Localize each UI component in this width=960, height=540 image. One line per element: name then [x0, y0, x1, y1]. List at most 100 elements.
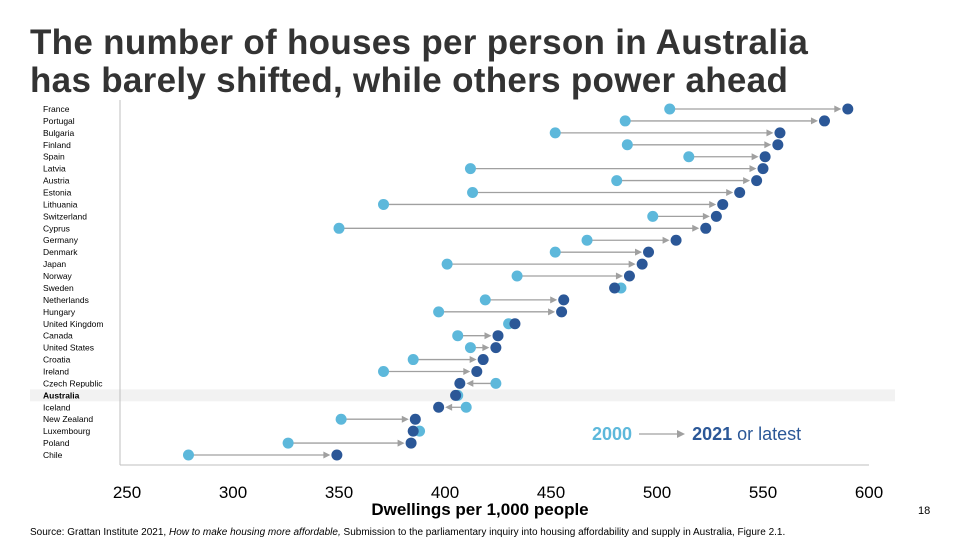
- dot-2000: [490, 377, 502, 389]
- legend: 2000 2021 or latest: [592, 424, 801, 445]
- dot-2000: [467, 187, 479, 199]
- category-label: United Kingdom: [43, 319, 103, 329]
- dot-2021: [757, 163, 769, 175]
- x-tick-label: 500: [643, 483, 671, 502]
- category-label: Portugal: [43, 116, 75, 126]
- arrow-head: [749, 165, 757, 173]
- arrow-head: [628, 260, 636, 268]
- category-label: Cyprus: [43, 223, 70, 233]
- x-tick-label: 600: [855, 483, 883, 502]
- arrow-head: [615, 272, 623, 280]
- category-label: Bulgaria: [43, 128, 74, 138]
- dot-2000: [378, 198, 390, 210]
- source-title: How to make housing more affordable,: [168, 527, 341, 538]
- dot-2021: [331, 449, 343, 461]
- dot-2000: [407, 354, 419, 366]
- category-label: New Zealand: [43, 414, 93, 424]
- dot-2021: [609, 282, 621, 294]
- dot-2021: [751, 175, 763, 187]
- dot-2021: [643, 246, 655, 258]
- dot-2021: [558, 294, 570, 306]
- dot-2000: [460, 401, 472, 413]
- dot-2021: [409, 413, 421, 425]
- dot-2021: [509, 318, 521, 330]
- arrow-head: [692, 224, 700, 232]
- category-label: France: [43, 104, 70, 114]
- arrow-head: [726, 189, 734, 197]
- x-axis-label: Dwellings per 1,000 people: [0, 500, 960, 520]
- category-label: United States: [43, 343, 94, 353]
- x-axis-label-text: Dwellings per 1,000 people: [371, 500, 589, 519]
- arrow-head: [766, 129, 774, 137]
- arrow-head: [635, 248, 643, 256]
- arrow-head: [810, 117, 818, 125]
- category-label: Switzerland: [43, 211, 87, 221]
- arrow-head: [764, 141, 772, 149]
- dot-2021: [717, 198, 729, 210]
- dot-2000: [333, 222, 345, 234]
- arrow-head: [482, 344, 490, 352]
- dot-2000: [549, 127, 561, 139]
- dot-2000: [464, 342, 476, 354]
- dot-2021: [407, 425, 419, 437]
- category-label: Spain: [43, 152, 65, 162]
- category-label: Finland: [43, 140, 71, 150]
- category-label: Norway: [43, 271, 73, 281]
- dot-2021: [450, 389, 462, 401]
- x-tick-label: 250: [113, 483, 141, 502]
- legend-2021: 2021: [692, 424, 733, 444]
- dot-2021: [774, 127, 786, 139]
- arrow-head: [484, 332, 492, 340]
- dot-2000: [549, 246, 561, 258]
- arrow-head: [397, 439, 405, 447]
- category-label: Ireland: [43, 366, 69, 376]
- dot-2000: [452, 330, 464, 342]
- x-tick-label: 300: [219, 483, 247, 502]
- category-label: Chile: [43, 450, 63, 460]
- dot-2000: [433, 306, 445, 318]
- arrow-head: [463, 367, 471, 375]
- dot-2021: [710, 210, 722, 222]
- dot-2000: [335, 413, 347, 425]
- category-label: Hungary: [43, 307, 76, 317]
- dot-2000: [621, 139, 633, 151]
- category-label: Germany: [43, 235, 79, 245]
- category-label: Austria: [43, 176, 70, 186]
- category-label: Denmark: [43, 247, 78, 257]
- arrow-head: [662, 236, 670, 244]
- category-label: Czech Republic: [43, 378, 103, 388]
- arrow-head: [834, 105, 842, 113]
- dot-2021: [492, 330, 504, 342]
- arrow-head: [751, 153, 759, 161]
- title-line-1: The number of houses per person in Austr…: [30, 23, 809, 62]
- x-tick-label: 400: [431, 483, 459, 502]
- dot-2000: [664, 103, 676, 115]
- dot-2000: [647, 210, 659, 222]
- page-number: 18: [918, 505, 931, 517]
- dot-2000: [182, 449, 194, 461]
- arrow-head: [466, 379, 474, 387]
- dot-2000: [581, 234, 593, 246]
- dot-2021: [477, 354, 489, 366]
- arrow-head: [323, 451, 331, 459]
- arrow-head: [469, 356, 477, 364]
- dot-2021: [772, 139, 784, 151]
- category-label: Lithuania: [43, 199, 78, 209]
- arrow-head: [743, 177, 751, 185]
- category-label: Netherlands: [43, 295, 89, 305]
- dot-2021: [670, 234, 682, 246]
- category-label: Estonia: [43, 188, 72, 198]
- page-title: The number of houses per person in Austr…: [30, 24, 808, 100]
- arrow-head: [401, 415, 409, 423]
- dot-2000: [479, 294, 491, 306]
- dot-2000: [378, 365, 390, 377]
- title-line-2: has barely shifted, while others power a…: [30, 61, 789, 100]
- arrow-head: [709, 200, 717, 208]
- dot-2021: [818, 115, 830, 127]
- dot-2021: [556, 306, 568, 318]
- x-tick-label: 450: [537, 483, 565, 502]
- dot-2000: [511, 270, 523, 282]
- dot-2021: [636, 258, 648, 270]
- dot-2000: [282, 437, 294, 449]
